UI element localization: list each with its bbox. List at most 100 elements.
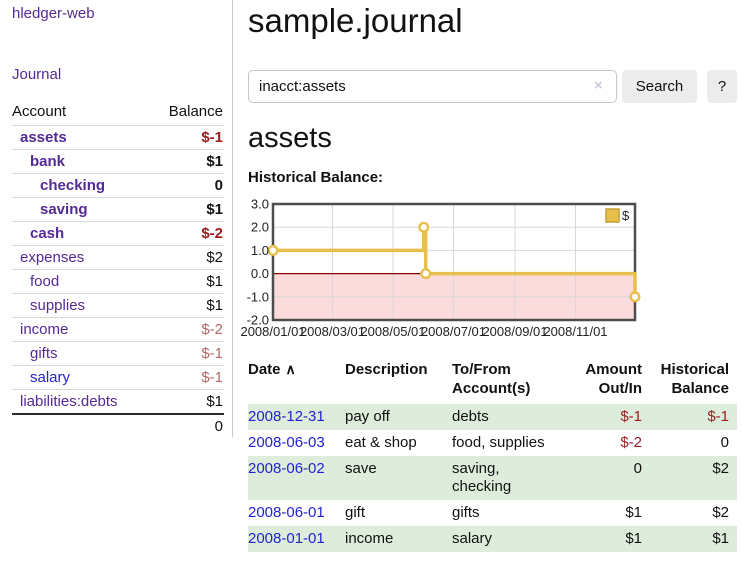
account-link[interactable]: gifts (30, 345, 58, 362)
account-balance: $1 (206, 153, 223, 170)
transaction-amount: $1 (625, 530, 642, 547)
x-axis-tick-label: 2008/03/01 (300, 324, 365, 339)
transaction-description: save (345, 460, 377, 477)
data-point-marker (629, 291, 641, 303)
account-row: expenses $2 (12, 245, 224, 270)
account-balance: $1 (206, 273, 223, 290)
account-balance: $-1 (201, 345, 223, 362)
account-link[interactable]: income (20, 321, 69, 338)
register-header-description: Description (345, 361, 428, 378)
transaction-balance: $1 (712, 530, 729, 547)
transaction-amount: 0 (633, 460, 642, 477)
account-name-cell: gifts (12, 342, 118, 366)
account-link[interactable]: assets (20, 129, 67, 146)
account-balance: $-2 (201, 321, 223, 338)
transaction-row: 2008-06-03 eat & shop food, supplies $-2 0 (248, 430, 737, 456)
legend-swatch (605, 208, 620, 223)
date-sort-header[interactable]: Date ∧ (248, 361, 296, 378)
transaction-date-cell: 2008-06-01 (248, 500, 345, 526)
data-point-marker (418, 221, 430, 233)
search-button[interactable]: Search (622, 70, 697, 103)
register-header-tofrom: To/From Account(s) (452, 361, 531, 397)
account-balance: $-2 (201, 225, 223, 242)
accounts-header-account: Account (12, 103, 67, 120)
account-name-cell: cash (12, 222, 118, 246)
transaction-balance: $2 (712, 504, 729, 521)
account-name-cell: supplies (12, 294, 118, 318)
account-row: checking 0 (12, 173, 224, 198)
sidebar-item-journal[interactable]: Journal (12, 66, 62, 83)
account-balance: $-1 (201, 369, 223, 386)
account-balance: $1 (206, 393, 223, 410)
data-point-marker (267, 244, 279, 256)
account-name-cell: income (12, 318, 118, 342)
account-link[interactable]: liabilities:debts (20, 393, 118, 410)
page-title: sample.journal (248, 2, 463, 39)
transaction-row: 2008-12-31 pay off debts $-1 $-1 (248, 404, 737, 430)
clear-search-icon[interactable]: × (594, 77, 603, 94)
account-heading: assets (248, 122, 332, 154)
transaction-date-link[interactable]: 2008-06-01 (248, 504, 325, 521)
account-row: income $-2 (12, 317, 224, 342)
transaction-amount: $-2 (620, 434, 642, 451)
search-form: × Search ? (248, 70, 737, 103)
account-link[interactable]: supplies (30, 297, 86, 314)
account-link[interactable]: cash (30, 225, 65, 242)
account-row: supplies $1 (12, 293, 224, 318)
transaction-date-link[interactable]: 2008-01-01 (248, 530, 325, 547)
transaction-accounts: debts (452, 408, 489, 425)
account-name-cell: bank (12, 150, 118, 174)
register-header-amount: Amount Out/In (585, 361, 642, 397)
transaction-accounts: food, supplies (452, 434, 545, 451)
account-link[interactable]: checking (40, 177, 106, 194)
transaction-description: pay off (345, 408, 390, 425)
transaction-amount: $1 (625, 504, 642, 521)
account-link[interactable]: expenses (20, 249, 85, 266)
account-row: liabilities:debts $1 (12, 389, 224, 415)
search-input[interactable] (248, 70, 617, 103)
data-point-marker (420, 268, 432, 280)
account-balance: $1 (206, 201, 223, 218)
account-link[interactable]: bank (30, 153, 66, 170)
transaction-balance: $-1 (707, 408, 729, 425)
account-row: food $1 (12, 269, 224, 294)
account-link[interactable]: salary (30, 369, 71, 386)
legend-label: $ (622, 208, 630, 223)
transaction-balance: 0 (720, 434, 729, 451)
transaction-date-link[interactable]: 2008-06-03 (248, 434, 325, 451)
account-row: cash $-2 (12, 221, 224, 246)
balance-chart-canvas: 3.0 2.0 1.0 0.0 -1.0 -2.02008/01/012008/03/01… (240, 197, 641, 339)
transaction-row: 2008-06-02 save saving, checking 0 $2 (248, 456, 737, 500)
account-balance: 0 (214, 177, 223, 194)
account-row: assets $-1 (12, 125, 224, 150)
y-axis-tick-label: 0.0 (251, 266, 269, 281)
accounts-header-balance: Balance (168, 103, 223, 120)
transaction-amount: $-1 (620, 408, 642, 425)
accounts-table: Account Balance assets $-1 bank $1 checking 0… (12, 100, 224, 438)
transaction-date-cell: 2008-12-31 (248, 404, 345, 430)
transaction-date-link[interactable]: 2008-12-31 (248, 408, 325, 425)
account-link[interactable]: saving (40, 201, 88, 218)
x-axis-tick-label: 2008/01/01 (240, 324, 305, 339)
account-link[interactable]: food (30, 273, 60, 290)
y-axis-tick-label: -1.0 (247, 289, 269, 304)
account-balance: $-1 (201, 129, 223, 146)
account-balance: $1 (206, 297, 223, 314)
account-name-cell: assets (12, 126, 118, 150)
help-button[interactable]: ? (707, 70, 737, 103)
chart-title: Historical Balance: (248, 169, 384, 186)
sidebar: hledger-web Journal Account Balance asse… (0, 0, 233, 437)
register-table: Date ∧ Description To/From Account(s) Amount… (248, 358, 737, 552)
transaction-date-cell: 2008-06-03 (248, 430, 345, 456)
transaction-description: eat & shop (345, 434, 417, 451)
transaction-accounts: gifts (452, 504, 480, 521)
plot-border (271, 202, 637, 322)
transaction-date-cell: 2008-06-02 (248, 456, 345, 500)
account-row: salary $-1 (12, 365, 224, 390)
transaction-date-link[interactable]: 2008-06-02 (248, 460, 325, 477)
y-axis-tick-label: 1.0 (251, 243, 269, 258)
app-title-link[interactable]: hledger-web (12, 5, 95, 22)
y-axis-tick-label: 2.0 (251, 220, 269, 235)
transaction-accounts: saving, checking (452, 460, 512, 495)
accounts-header-row: Account Balance (12, 100, 224, 126)
